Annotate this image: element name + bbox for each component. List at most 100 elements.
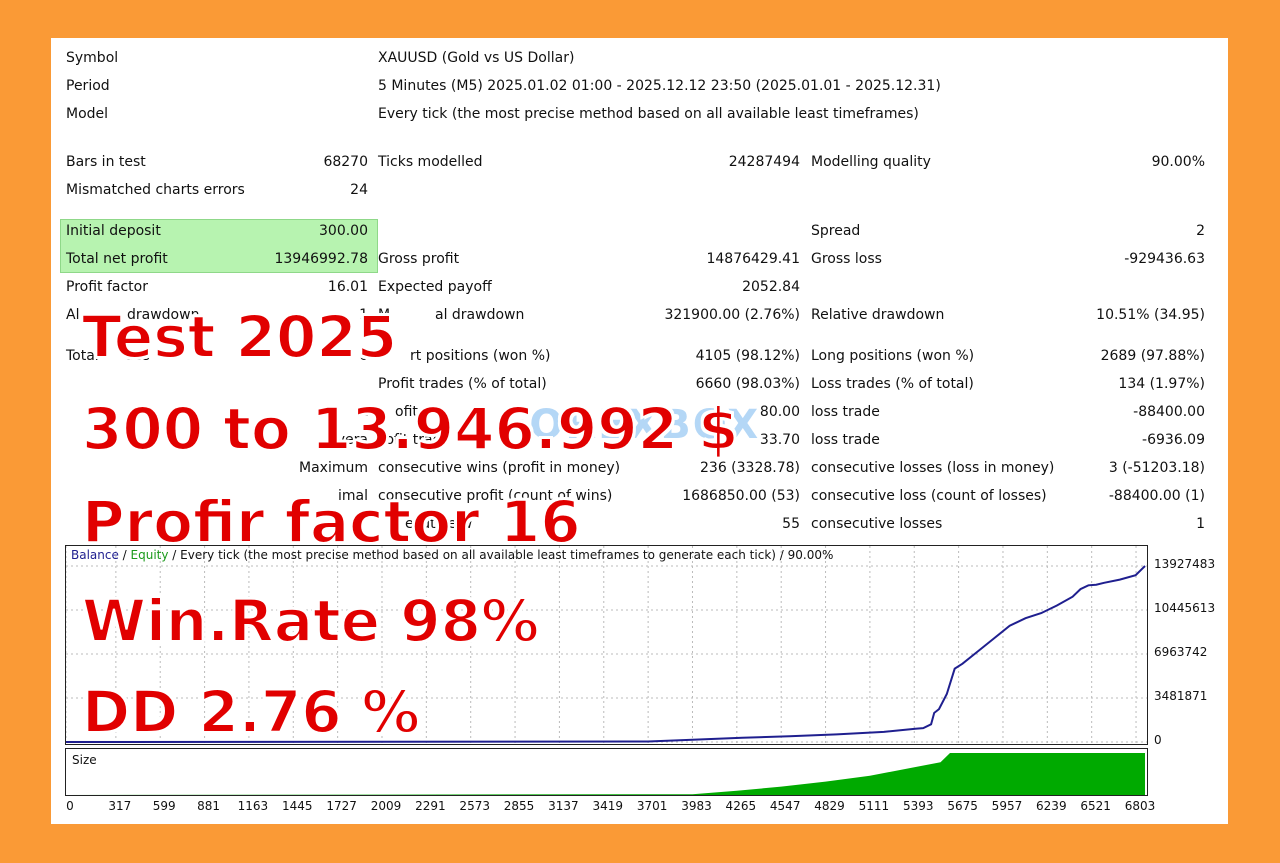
largest-label: L — [360, 404, 368, 420]
maximal-profit-value: 1686850.00 (53) — [682, 488, 800, 504]
size-area — [66, 753, 1145, 795]
total-trades-label-b: des — [125, 348, 150, 364]
y-tick-label: 0 — [1154, 733, 1162, 747]
average-label: Avera — [328, 432, 368, 448]
overlay-line-1: Test 2025 — [81, 303, 398, 371]
max-consec-losses-value: 3 (-51203.18) — [1108, 460, 1205, 476]
expected-payoff-label: Expected payoff — [378, 279, 492, 295]
abs-drawdown-label-b: drawdown — [127, 307, 200, 323]
x-tick-label: 599 — [152, 799, 176, 813]
overlay-line-4: Win.Rate 98% — [81, 587, 540, 655]
x-tick-label: 0 — [66, 799, 74, 813]
max-consec-wins-value: 236 (3328.78) — [700, 460, 800, 476]
x-tick-label: 1445 — [282, 799, 313, 813]
y-tick-label: 6963742 — [1154, 645, 1208, 659]
max-drawdown-value: 321900.00 (2.76%) — [664, 307, 800, 323]
x-tick-label: 2009 — [370, 799, 402, 813]
x-tick-label: 3419 — [592, 799, 624, 813]
long-positions-value: 2689 (97.88%) — [1100, 348, 1205, 364]
average-loss-value: -6936.09 — [1142, 432, 1205, 448]
max-consec-losses-label: consecutive losses (loss in money) — [811, 460, 1055, 476]
abs-drawdown-label-a: Al — [66, 307, 80, 323]
size-chart: Size — [65, 748, 1148, 796]
size-chart-svg — [66, 753, 1145, 795]
legend-balance: Balance — [71, 548, 119, 562]
x-tick-label: 3701 — [636, 799, 668, 813]
long-positions-label: Long positions (won %) — [811, 348, 975, 364]
profit-factor-value: 16.01 — [327, 279, 368, 295]
maximum-label: Maximum — [299, 460, 368, 476]
gross-loss-label: Gross loss — [811, 251, 882, 267]
x-tick-label: 317 — [108, 799, 132, 813]
watermark-logo: FOREXBOX — [500, 402, 761, 448]
deposit-highlight — [60, 219, 378, 273]
largest-loss-label: loss trade — [811, 404, 880, 420]
bars-value: 68270 — [323, 154, 368, 170]
short-positions-value: 4105 (98.12%) — [695, 348, 800, 364]
balance-chart: Balance / Equity / Every tick (the most … — [65, 545, 1148, 745]
profit-trades-value: 6660 (98.03%) — [695, 376, 800, 392]
gross-profit-label: Gross profit — [378, 251, 460, 267]
symbol-value: XAUUSD (Gold vs US Dollar) — [378, 50, 575, 66]
period-value: 5 Minutes (M5) 2025.01.02 01:00 - 2025.1… — [378, 78, 941, 94]
maximal-loss-label: consecutive loss (count of losses) — [811, 488, 1047, 504]
chart-caption-text: / Every tick (the most precise method ba… — [168, 548, 834, 562]
ticks-label: Ticks modelled — [378, 154, 483, 170]
overlay-line-3: Profir factor 16 — [81, 488, 582, 556]
overlay-line-2: 300 to 13.946.992 $ — [81, 395, 739, 463]
mismatch-label: Mismatched charts errors — [66, 182, 245, 198]
y-tick-label: 13927483 — [1154, 557, 1216, 571]
x-tick-label: 5111 — [858, 799, 890, 813]
average-loss-label: loss trade — [811, 432, 880, 448]
quality-value: 90.00% — [1151, 154, 1205, 170]
largest-profit-value: 80.00 — [759, 404, 800, 420]
loss-trades-label: Loss trades (% of total) — [811, 376, 974, 392]
total-trades-label-a: Total — [66, 348, 99, 364]
x-tick-label: 6239 — [1036, 799, 1067, 813]
expected-payoff-value: 2052.84 — [742, 279, 800, 295]
x-tick-label: 5393 — [902, 799, 934, 813]
avg-consec-wins-value: 55 — [782, 516, 800, 532]
x-tick-label: 1163 — [237, 799, 269, 813]
initial-deposit-label: Initial deposit — [66, 223, 161, 239]
size-label: Size — [72, 753, 97, 767]
legend-equity: Equity — [130, 548, 169, 562]
x-tick-label: 5675 — [947, 799, 978, 813]
mismatch-value: 24 — [350, 182, 368, 198]
x-tick-label: 2855 — [503, 799, 535, 813]
chart-caption: Balance / Equity / Every tick (the most … — [71, 548, 833, 562]
net-profit-label: Total net profit — [66, 251, 168, 267]
maximal-profit-label: consecutive profit (count of wins) — [378, 488, 613, 504]
model-label: Model — [66, 106, 109, 122]
relative-drawdown-value: 10.51% (34.95) — [1096, 307, 1205, 323]
max-drawdown-label-b: al drawdown — [435, 307, 525, 323]
overlay-line-5: DD 2.76 % — [81, 678, 421, 746]
x-tick-label: 6521 — [1080, 799, 1111, 813]
largest-loss-value: -88400.00 — [1133, 404, 1205, 420]
profit-factor-label: Profit factor — [66, 279, 148, 295]
maximal-label: imal — [338, 488, 368, 504]
relative-drawdown-label: Relative drawdown — [811, 307, 945, 323]
legend-separator: / — [118, 548, 131, 562]
x-tick-label: 3137 — [548, 799, 579, 813]
max-drawdown-label-a: M — [378, 307, 391, 323]
x-tick-label: 4265 — [725, 799, 757, 813]
balance-chart-svg — [66, 546, 1147, 744]
x-tick-label: 4547 — [769, 799, 801, 813]
loss-trades-value: 134 (1.97%) — [1118, 376, 1205, 392]
avg-consec-losses-value: 1 — [1196, 516, 1205, 532]
x-tick-label: 1727 — [326, 799, 357, 813]
avg-consec-wins-label: ecutive w — [405, 516, 473, 532]
x-tick-label: 6803 — [1124, 799, 1156, 813]
net-profit-value: 13946992.78 — [274, 251, 368, 267]
average-profit-label: rofit trad — [380, 432, 442, 448]
gross-profit-value: 14876429.41 — [706, 251, 800, 267]
y-tick-label: 10445613 — [1154, 601, 1216, 615]
largest-profit-label: ofit tr — [395, 404, 434, 420]
avg-consec-losses-label: consecutive losses — [811, 516, 943, 532]
profit-trades-label: Profit trades (% of total) — [378, 376, 547, 392]
x-tick-label: 4829 — [814, 799, 845, 813]
bars-label: Bars in test — [66, 154, 146, 170]
short-positions-label: rt positions (won %) — [410, 348, 551, 364]
spread-label: Spread — [811, 223, 861, 239]
